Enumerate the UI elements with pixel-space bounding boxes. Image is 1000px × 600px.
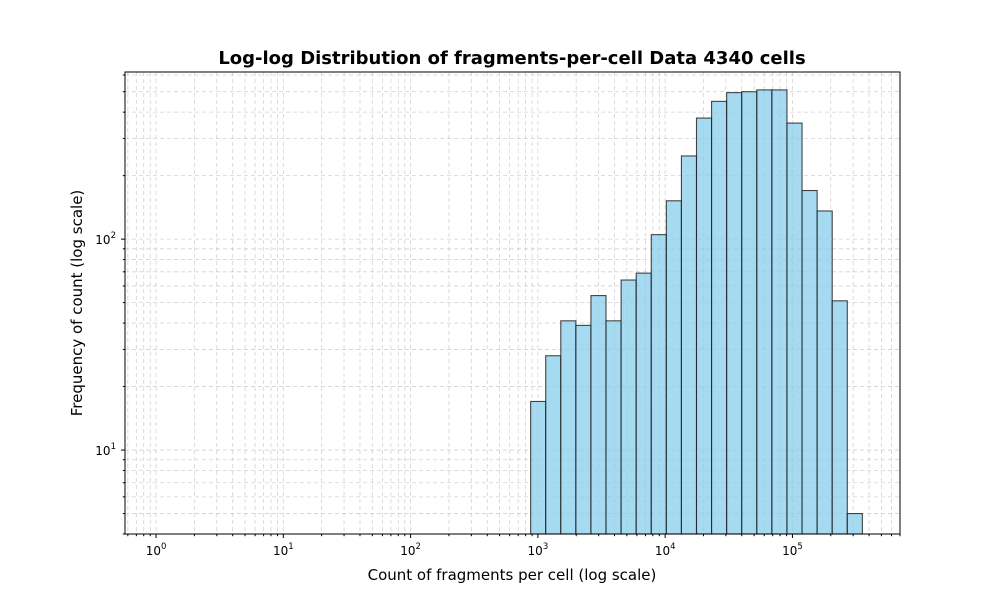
histogram-bar	[590, 295, 607, 535]
histogram-bar	[635, 272, 652, 535]
x-tick-label: 102	[400, 542, 421, 558]
histogram-bar	[545, 355, 562, 535]
histogram-bar	[816, 210, 833, 535]
histogram-bar	[620, 279, 637, 535]
x-axis-label: Count of fragments per cell (log scale)	[368, 566, 657, 584]
x-tick-label: 100	[146, 542, 167, 558]
histogram-bar	[846, 513, 863, 535]
histogram-bar	[560, 320, 577, 535]
histogram-bar	[665, 200, 682, 535]
histogram-bar	[741, 91, 758, 535]
histogram-bar	[695, 117, 713, 535]
histogram-bar	[575, 324, 592, 535]
y-tick-label: 101	[95, 442, 116, 458]
x-tick-label: 103	[528, 542, 549, 558]
x-tick-label: 105	[782, 542, 803, 558]
y-tick-label: 102	[95, 231, 116, 247]
histogram-bar	[726, 92, 743, 535]
x-tick-label: 104	[655, 542, 676, 558]
histogram-bar	[801, 189, 818, 535]
histogram-bar	[530, 400, 547, 535]
histogram-bar	[680, 155, 698, 535]
histogram-bar	[756, 89, 773, 535]
histogram-bar	[831, 300, 848, 535]
histogram-bar	[650, 234, 667, 535]
histogram-bar	[771, 89, 788, 535]
axis-ticks: 100 101 102 103 104 105 101 102	[95, 74, 901, 558]
x-tick-label: 101	[273, 542, 294, 558]
chart-title: Log-log Distribution of fragments-per-ce…	[218, 48, 805, 69]
histogram-bar	[711, 100, 728, 535]
bars	[530, 89, 863, 535]
y-axis-label: Frequency of count (log scale)	[68, 190, 86, 417]
histogram-bar	[605, 320, 622, 535]
histogram-bar	[786, 122, 803, 535]
